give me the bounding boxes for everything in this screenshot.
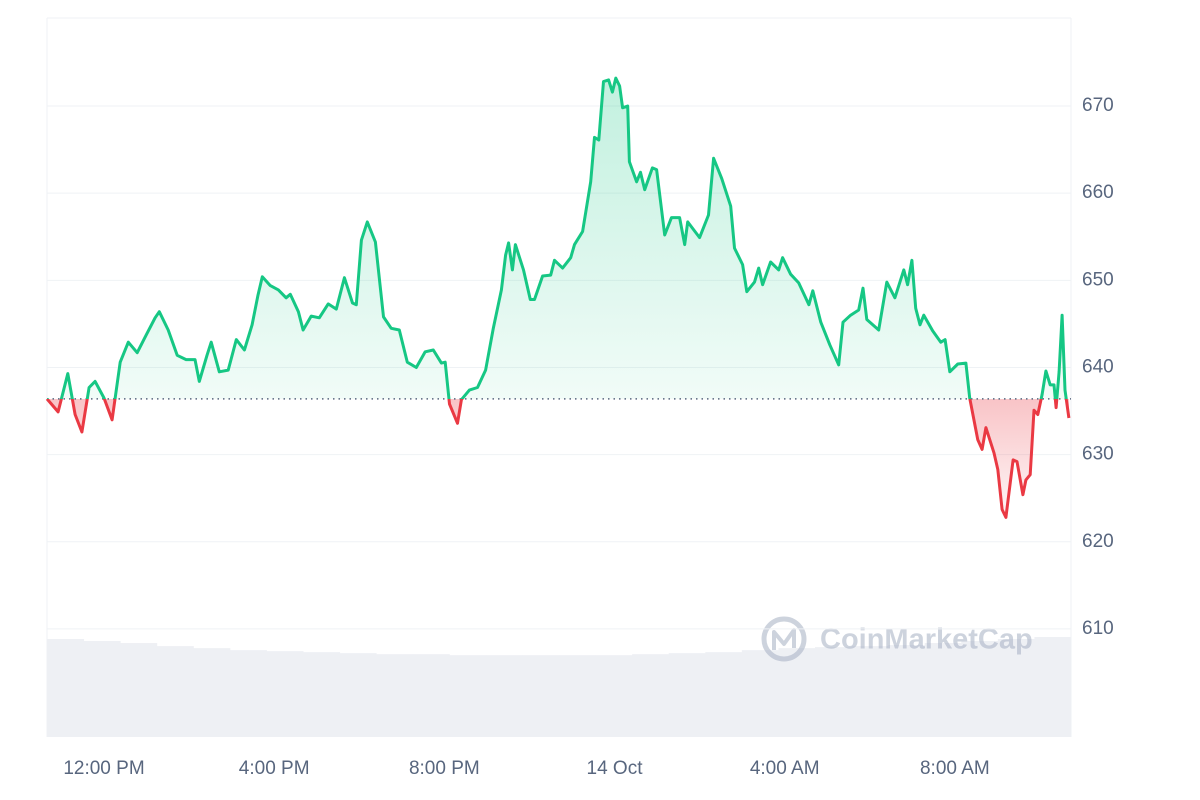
- x-tick-label: 8:00 PM: [409, 758, 480, 779]
- y-tick-label: 620: [1082, 531, 1114, 552]
- volume-bar: [303, 652, 341, 737]
- y-tick-label: 660: [1082, 182, 1114, 203]
- volume-bar: [156, 646, 194, 737]
- volume-bar: [924, 643, 962, 737]
- volume-bars: [47, 637, 1072, 737]
- volume-bar: [741, 650, 779, 737]
- y-tick-label: 630: [1082, 444, 1114, 465]
- y-tick-label: 670: [1082, 95, 1114, 116]
- y-tick-label: 610: [1082, 618, 1114, 639]
- volume-bar: [961, 641, 999, 737]
- volume-bar: [193, 648, 231, 737]
- volume-bar: [376, 654, 414, 737]
- x-tick-label: 12:00 PM: [63, 758, 144, 779]
- volume-bar: [47, 639, 85, 737]
- volume-bar: [997, 639, 1035, 737]
- y-tick-label: 640: [1082, 356, 1114, 377]
- volume-bar: [412, 654, 450, 737]
- area-fill: [47, 78, 1069, 518]
- volume-bar: [83, 641, 121, 737]
- volume-bar: [668, 653, 706, 737]
- volume-bar: [120, 643, 158, 737]
- x-tick-label: 4:00 PM: [239, 758, 310, 779]
- volume-bar: [339, 653, 377, 737]
- volume-bar: [266, 651, 304, 737]
- volume-bar: [778, 648, 816, 737]
- x-tick-label: 14 Oct: [587, 758, 644, 779]
- volume-bar: [705, 652, 743, 737]
- volume-bar: [522, 655, 560, 737]
- y-tick-label: 650: [1082, 269, 1114, 290]
- watermark-logo: [761, 616, 807, 662]
- volume-bar: [449, 655, 487, 737]
- volume-bar: [559, 655, 597, 737]
- x-tick-label: 4:00 AM: [750, 758, 820, 779]
- volume-bar: [815, 647, 853, 737]
- volume-bar: [485, 655, 523, 737]
- volume-bar: [1034, 637, 1072, 737]
- volume-bar: [851, 646, 889, 737]
- volume-bar: [632, 654, 670, 737]
- volume-bar: [229, 650, 267, 737]
- watermark-logo: [772, 628, 796, 650]
- price-line: [45, 76, 1071, 519]
- volume-bar: [595, 655, 633, 737]
- volume-bar: [888, 645, 926, 737]
- x-tick-label: 8:00 AM: [920, 758, 990, 779]
